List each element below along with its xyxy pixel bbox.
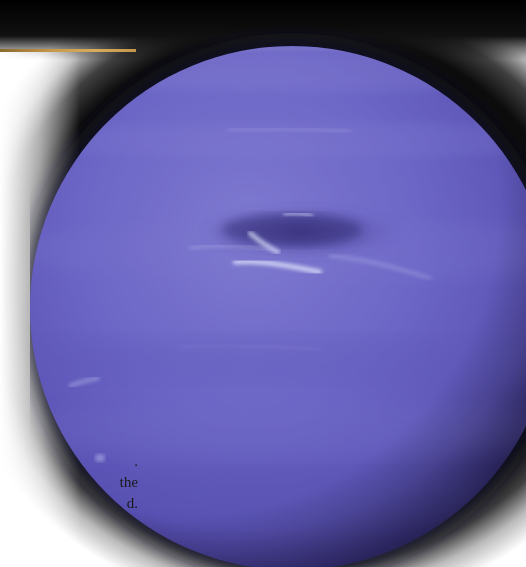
caption-line-3: d. [126, 496, 138, 512]
gold-rule-line [0, 49, 136, 52]
caption-line-1: . [134, 454, 138, 470]
caption-line-2: the [119, 475, 138, 491]
caption-text: . the d. [120, 452, 138, 515]
neptune-planet [30, 40, 526, 567]
